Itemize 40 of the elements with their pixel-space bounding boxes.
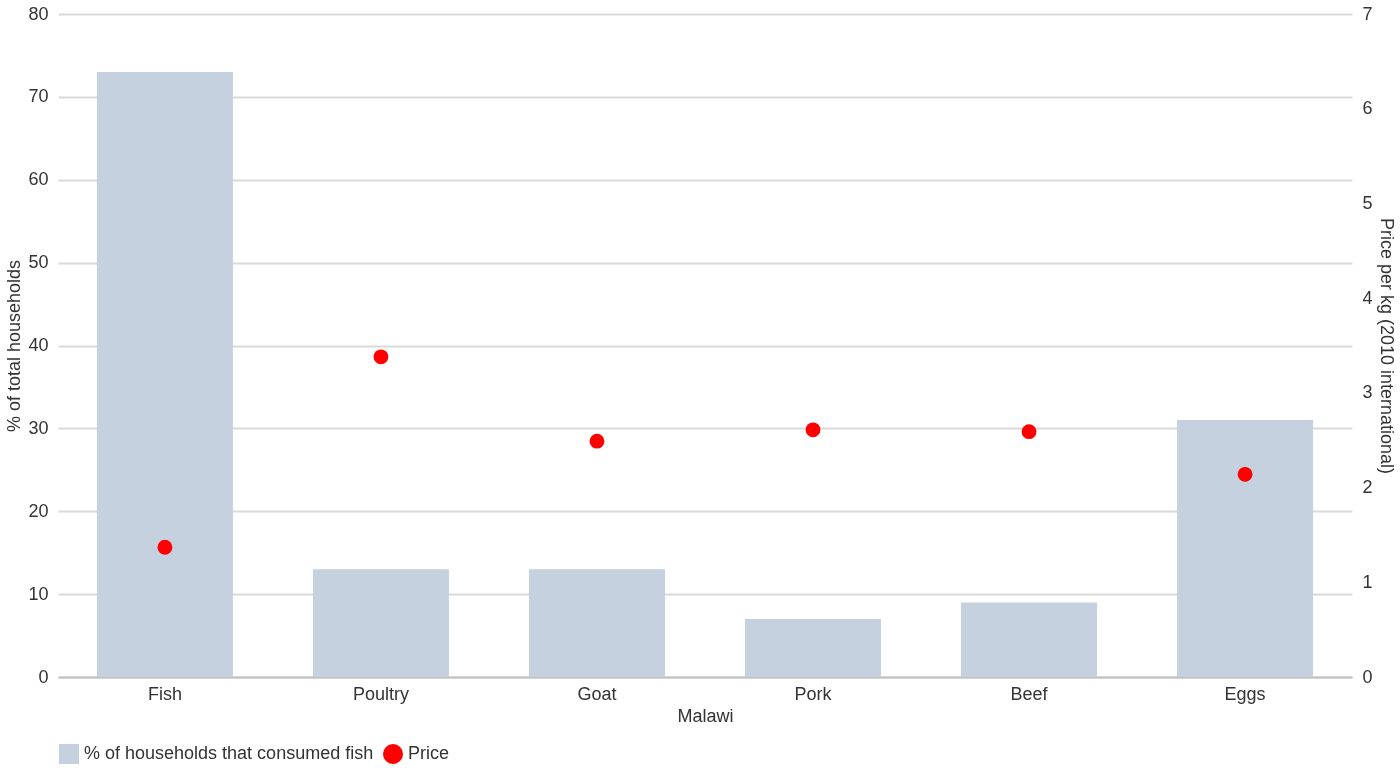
point [373,349,389,365]
point [589,433,605,449]
x-tick-label: Beef [1010,683,1049,704]
point [1021,424,1037,440]
y-tick-label: 50 [28,252,49,273]
y-tick-label: 40 [28,335,49,355]
y2-tick-label: 3 [1362,382,1373,403]
point [157,539,173,555]
x-tick-label: Poultry [352,683,409,704]
y2-axis-title: Price per kg (2010 international) [1376,217,1397,475]
bar [1177,420,1314,677]
bar [96,72,233,677]
y-tick-label: 80 [28,3,49,24]
point [805,422,821,438]
x-tick-label: Eggs [1224,683,1266,704]
point [1237,466,1253,482]
y2-tick-label: 1 [1362,571,1373,592]
x-axis-title: Malawi [677,705,734,726]
x-tick-label: Goat [577,683,617,704]
x-tick-label: Fish [147,683,182,704]
y-tick-label: 30 [28,417,49,438]
y2-tick-label: 4 [1362,287,1373,308]
y2-tick-label: 7 [1362,3,1373,24]
y2-tick-label: 6 [1362,98,1373,119]
bar [745,618,882,677]
y-tick-label: 60 [28,169,49,190]
bar [528,569,665,677]
y2-tick-label: 2 [1362,477,1373,498]
y-tick-label: 10 [28,583,49,604]
x-tick-label: Pork [794,683,833,704]
y-tick-label: 70 [28,86,49,107]
y2-tick-label: 5 [1362,192,1373,213]
y-tick-label: 20 [28,500,49,521]
y2-tick-label: 0 [1362,666,1373,687]
bar [961,602,1098,677]
legend-label: Price [408,743,450,763]
legend-label: % of households that consumed fish [84,743,374,763]
y-tick-label: 0 [38,666,49,687]
y-axis-title: % of total households [4,259,25,433]
bar [312,569,449,677]
